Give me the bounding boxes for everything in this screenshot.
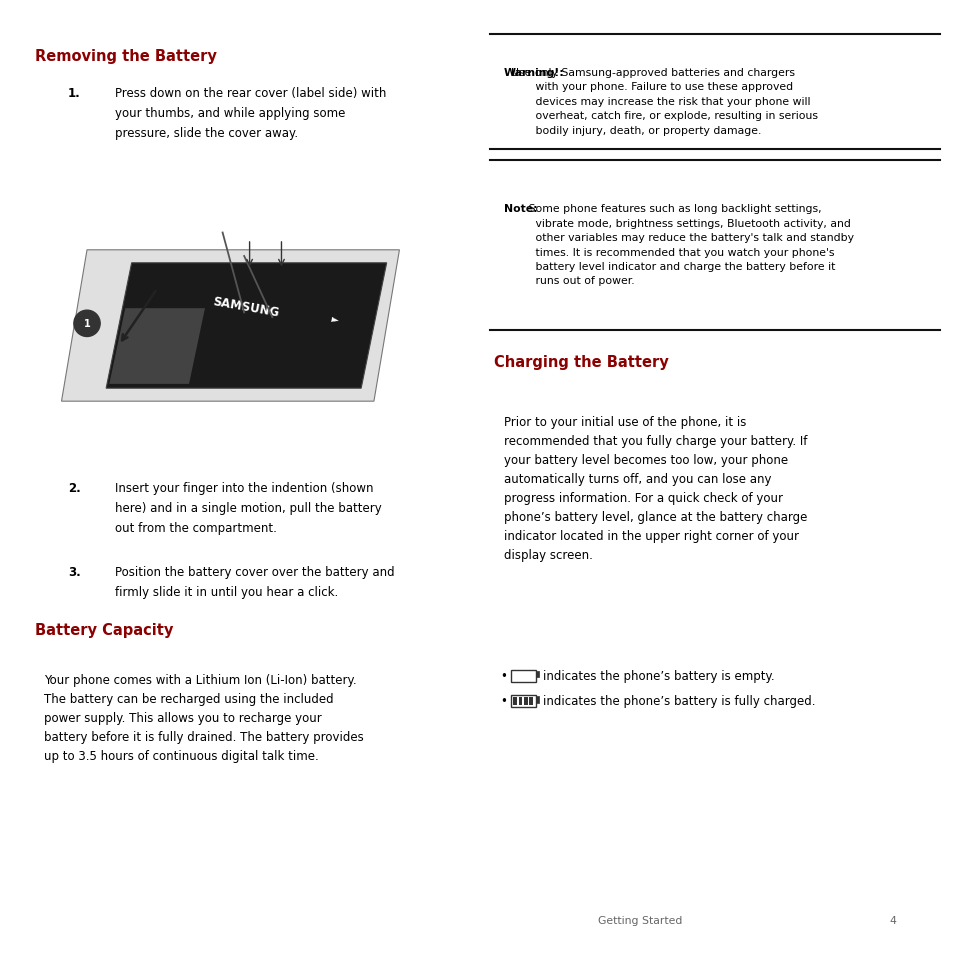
Text: •: • <box>499 669 506 682</box>
Bar <box>523 698 527 705</box>
Text: Note:: Note: <box>503 204 537 214</box>
Text: Use only Samsung-approved batteries and chargers
         with your phone. Failu: Use only Samsung-approved batteries and … <box>503 68 817 135</box>
Text: •: • <box>499 695 506 707</box>
Text: 4: 4 <box>888 916 896 925</box>
Text: Warning!:: Warning!: <box>503 68 564 78</box>
Text: Removing the Battery: Removing the Battery <box>35 50 216 64</box>
Text: 1.: 1. <box>68 87 81 100</box>
Text: Some phone features such as long backlight settings,
         vibrate mode, brig: Some phone features such as long backlig… <box>503 204 853 286</box>
Text: indicates the phone’s battery is fully charged.: indicates the phone’s battery is fully c… <box>542 695 815 707</box>
Text: Prior to your initial use of the phone, it is
recommended that you fully charge : Prior to your initial use of the phone, … <box>503 416 806 561</box>
Bar <box>511 670 536 682</box>
Text: 1: 1 <box>84 319 91 329</box>
Polygon shape <box>61 251 399 402</box>
Text: Press down on the rear cover (label side) with
your thumbs, and while applying s: Press down on the rear cover (label side… <box>114 87 386 140</box>
Text: Getting Started: Getting Started <box>597 916 681 925</box>
Bar <box>511 696 536 707</box>
Bar <box>536 671 538 678</box>
Bar <box>529 698 533 705</box>
Text: Insert your finger into the indention (shown
here) and in a single motion, pull : Insert your finger into the indention (s… <box>114 481 381 534</box>
Text: ►: ► <box>330 314 339 324</box>
Text: Position the battery cover over the battery and
firmly slide it in until you hea: Position the battery cover over the batt… <box>114 566 394 598</box>
Text: 2.: 2. <box>68 481 81 495</box>
Text: 3.: 3. <box>68 566 81 578</box>
Text: indicates the phone’s battery is empty.: indicates the phone’s battery is empty. <box>542 669 774 682</box>
Bar <box>518 698 522 705</box>
Bar <box>513 698 517 705</box>
Text: Charging the Battery: Charging the Battery <box>494 355 669 370</box>
Text: Your phone comes with a Lithium Ion (Li-Ion) battery.
The battery can be recharg: Your phone comes with a Lithium Ion (Li-… <box>45 674 364 762</box>
Polygon shape <box>106 264 386 389</box>
Text: SAMSUNG: SAMSUNG <box>212 295 280 319</box>
Bar <box>536 697 538 702</box>
Circle shape <box>73 311 100 337</box>
Text: Battery Capacity: Battery Capacity <box>35 622 173 637</box>
Polygon shape <box>110 309 205 384</box>
